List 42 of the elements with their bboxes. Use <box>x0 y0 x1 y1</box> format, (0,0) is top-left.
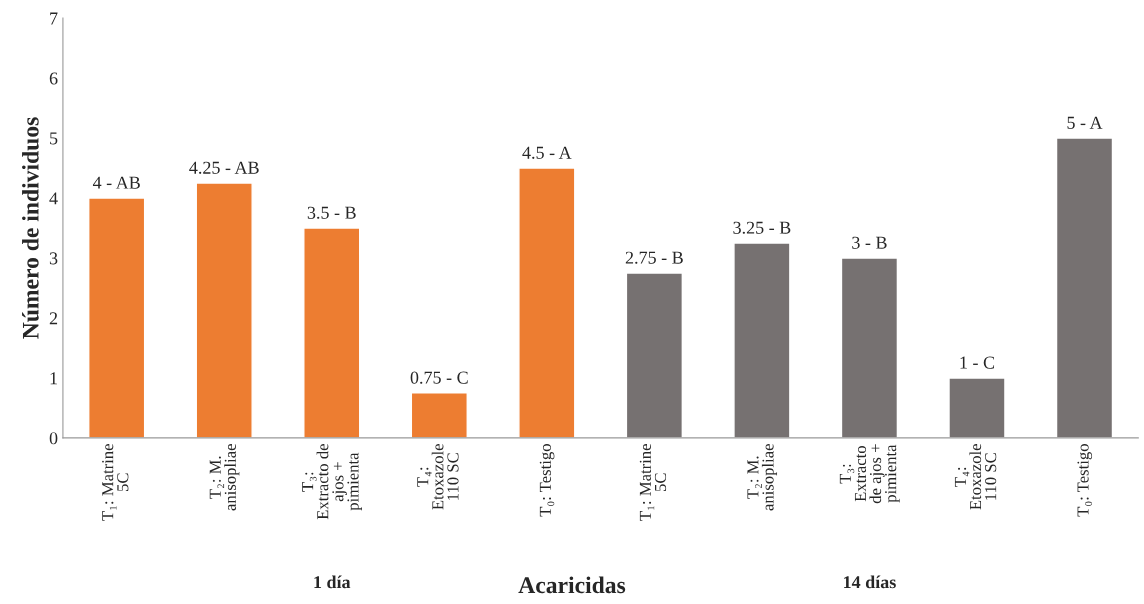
x-tick-label: T₂: M. anisopliae <box>747 444 778 511</box>
x-tick-label: T₃: Extracto de ajos + pimienta <box>839 444 900 504</box>
x-tick-label: T₄: Etoxazole 110 SC <box>417 444 459 510</box>
y-tick-label: 0 <box>49 432 58 445</box>
x-tick-label: T₃: Extracto de ajos + pimienta <box>302 444 362 520</box>
data-label: 3.5 - B <box>307 206 356 219</box>
x-tick-label: T₂: M. anisopliae <box>209 444 240 511</box>
bar <box>518 167 576 438</box>
text: 14 días <box>844 575 896 589</box>
bar <box>195 182 253 438</box>
bar <box>733 242 791 438</box>
x-tick-label: T₁: Matrine 5C <box>639 444 667 521</box>
x-axis-title: Acaricidas <box>518 576 626 594</box>
y-tick-label: 6 <box>49 72 58 85</box>
data-label: 0.75 - C <box>410 371 468 384</box>
bar <box>625 272 684 438</box>
data-label: 1 - C <box>960 356 995 369</box>
x-tick-label: T₄: Etoxazole 110 SC <box>954 444 997 510</box>
bar <box>1055 137 1114 438</box>
bar <box>410 392 468 438</box>
y-tick-label: 4 <box>49 192 58 205</box>
data-label: 3 - B <box>852 236 887 249</box>
x-tick-label: T₀: Testigo <box>539 444 555 517</box>
y-tick-label: 1 <box>50 372 57 385</box>
data-label: 2.75 - B <box>625 251 683 264</box>
y-axis-title: Número de individuos <box>22 117 39 339</box>
y-tick-label: 7 <box>50 12 58 25</box>
bar <box>840 257 899 438</box>
y-tick-label: 5 <box>50 132 58 145</box>
bar <box>88 197 146 438</box>
data-label: 4.25 - AB <box>189 161 259 174</box>
text: 1 día <box>314 575 351 589</box>
data-label: 4 - AB <box>92 176 140 189</box>
x-tick-label: T₁: Matrine 5C <box>102 444 129 521</box>
bar <box>303 227 361 438</box>
bar <box>948 377 1006 438</box>
data-label: 3.25 - B <box>733 221 791 234</box>
x-tick-label: T₀: Testigo <box>1077 444 1093 517</box>
data-label: 5 - A <box>1067 116 1103 129</box>
data-label: 4.5 - A <box>522 146 572 159</box>
y-tick-label: 3 <box>49 252 58 265</box>
y-tick-label: 2 <box>49 312 58 325</box>
